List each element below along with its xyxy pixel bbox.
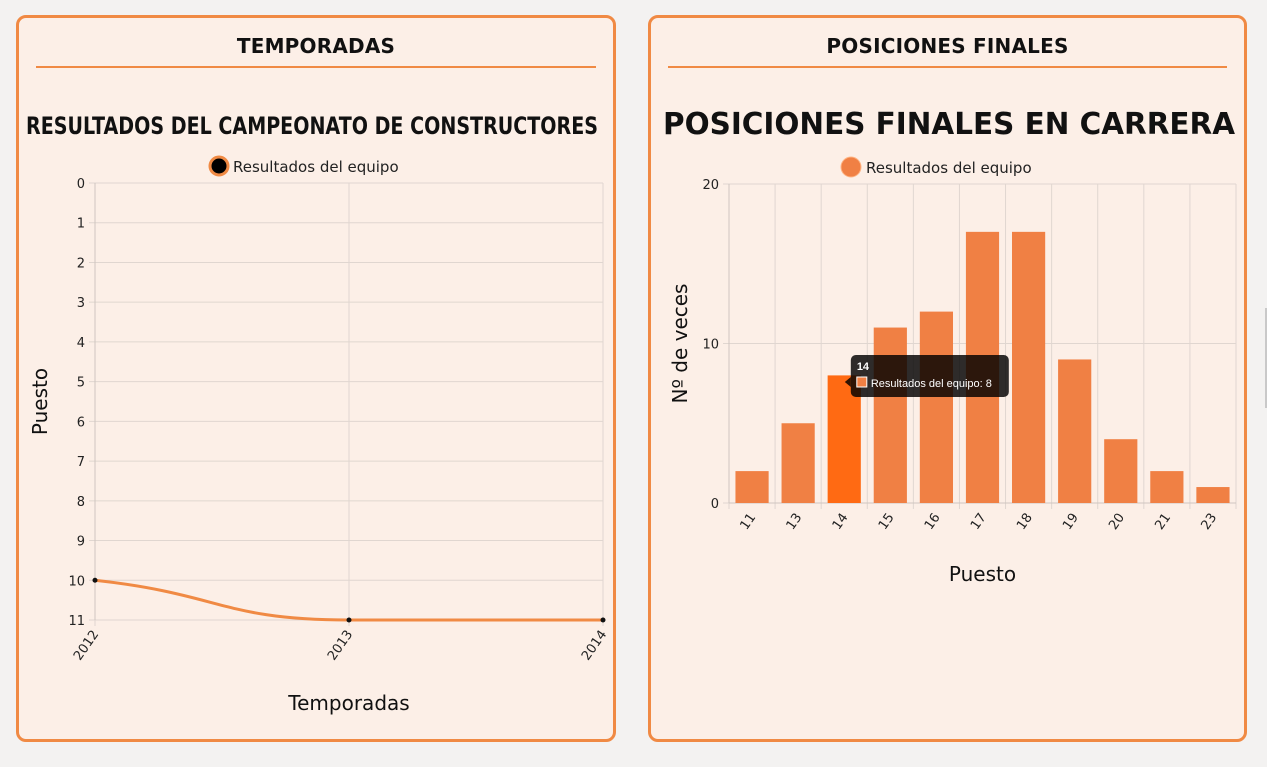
x-tick-label: 16 (922, 511, 944, 533)
bar (781, 423, 815, 503)
line-chart: RESULTADOS DEL CAMPEONATO DE CONSTRUCTOR… (26, 112, 610, 715)
y-tick-label: 11 (68, 614, 85, 629)
y-tick-label: 3 (77, 296, 85, 311)
y-tick-label: 20 (702, 178, 719, 193)
bar (735, 471, 769, 503)
x-tick-label: 20 (1106, 511, 1128, 533)
bar (919, 311, 954, 503)
x-tick-label: 14 (830, 511, 852, 533)
y-tick-label: 7 (77, 455, 85, 470)
data-point (92, 577, 98, 583)
bar-chart: POSICIONES FINALES EN CARRERA Resultados … (663, 107, 1237, 586)
x-tick-label: 2012 (71, 628, 102, 664)
panel-temporadas: TEMPORADAS RESULTADOS DEL CAMPEONATO DE … (16, 15, 616, 742)
panel-posiciones: POSICIONES FINALES POSICIONES FINALES EN… (648, 15, 1247, 742)
y-tick-label: 10 (702, 338, 719, 353)
tooltip-swatch (856, 376, 868, 388)
data-point (600, 617, 606, 623)
y-tick-label: 0 (711, 497, 719, 512)
x-tick-label: 17 (968, 511, 990, 533)
y-tick-label: 9 (77, 535, 85, 550)
bar (873, 327, 907, 503)
y-tick-label: 0 (77, 177, 85, 192)
tooltip-title: 14 (857, 361, 870, 373)
y-tick-label: 4 (77, 336, 85, 351)
tooltip-caret (844, 377, 851, 387)
y-tick-label: 6 (77, 415, 85, 430)
x-tick-label: 18 (1014, 511, 1036, 533)
legend-label: Resultados del equipo (866, 159, 1032, 177)
legend-label: Resultados del equipo (233, 158, 399, 176)
bar (1196, 487, 1230, 503)
x-axis-title: Puesto (949, 562, 1016, 586)
y-tick-label: 5 (77, 376, 85, 391)
y-tick-label: 10 (68, 574, 85, 589)
bar (1058, 359, 1092, 503)
x-tick-label: 21 (1152, 511, 1174, 533)
x-tick-label: 23 (1198, 511, 1220, 533)
x-axis-title: Temporadas (287, 691, 409, 715)
bar (1150, 471, 1184, 503)
y-tick-label: 1 (77, 217, 85, 232)
panel-header: TEMPORADAS (36, 34, 596, 68)
tooltip-label: Resultados del equipo: 8 (871, 378, 992, 390)
panel-header: POSICIONES FINALES (668, 34, 1227, 68)
bar (1104, 439, 1138, 503)
x-tick-label: 13 (784, 511, 806, 533)
tooltip-box (850, 355, 1009, 397)
data-point (346, 617, 352, 623)
chart-title: POSICIONES FINALES EN CARRERA (663, 107, 1236, 142)
y-axis-title: Nº de veces (668, 284, 692, 404)
legend-marker (208, 155, 230, 177)
legend-marker (840, 156, 862, 178)
y-axis-title: Puesto (28, 368, 52, 435)
x-tick-label: 2013 (325, 628, 356, 664)
x-tick-label: 2014 (579, 628, 610, 664)
x-tick-label: 11 (738, 511, 760, 533)
y-tick-label: 2 (77, 256, 85, 271)
y-tick-label: 8 (77, 495, 85, 510)
chart-title: RESULTADOS DEL CAMPEONATO DE CONSTRUCTOR… (26, 112, 598, 140)
x-tick-label: 15 (876, 511, 898, 533)
bar (1011, 231, 1046, 503)
scrollbar[interactable] (1265, 308, 1267, 408)
x-tick-label: 19 (1060, 511, 1082, 533)
